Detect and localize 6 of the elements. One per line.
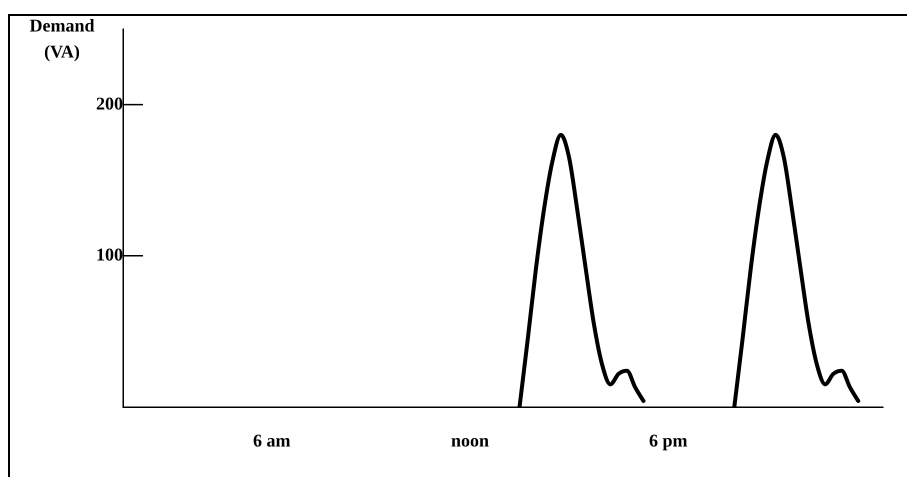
y-tick-label: 100 bbox=[96, 244, 123, 264]
y-tick-label: 200 bbox=[96, 93, 123, 114]
x-tick-label: noon bbox=[450, 430, 489, 450]
x-tick-label: 6 pm bbox=[648, 430, 688, 450]
x-tick-label: 6 am bbox=[252, 430, 290, 450]
y-axis-title: Demand (VA) bbox=[29, 16, 95, 62]
